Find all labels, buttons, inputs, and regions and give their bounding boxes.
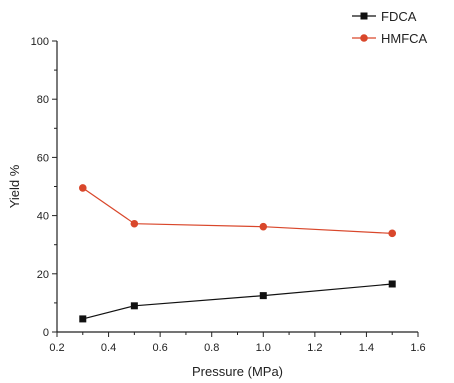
x-tick-label: 1.0 bbox=[256, 342, 271, 354]
x-tick-label: 0.8 bbox=[204, 342, 219, 354]
x-tick-label: 1.2 bbox=[307, 342, 322, 354]
legend: FDCA HMFCA bbox=[352, 9, 428, 46]
y-axis-ticks: 0 20 40 60 80 100 bbox=[31, 36, 57, 339]
x-tick-label: 1.4 bbox=[359, 342, 374, 354]
series-hmfca bbox=[78, 184, 397, 238]
data-point-fdca bbox=[79, 315, 87, 323]
data-point-fdca bbox=[130, 302, 138, 310]
x-axis-title: Pressure (MPa) bbox=[192, 364, 283, 379]
y-axis-title: Yield % bbox=[7, 164, 22, 208]
y-tick-label: 100 bbox=[31, 36, 49, 48]
legend-marker-hmfca bbox=[360, 34, 368, 42]
y-tick-label: 80 bbox=[37, 94, 49, 106]
series-layer bbox=[78, 184, 397, 323]
axes bbox=[56, 41, 418, 333]
y-tick-label: 60 bbox=[37, 152, 49, 164]
series-line-hmfca bbox=[82, 187, 393, 234]
legend-marker-fdca bbox=[360, 12, 368, 20]
x-axis-ticks: 0.2 0.4 0.6 0.8 1.0 1.2 1.4 1.6 bbox=[49, 332, 426, 354]
data-point-hmfca bbox=[388, 229, 397, 238]
data-point-fdca bbox=[259, 292, 267, 300]
y-tick-label: 20 bbox=[37, 269, 49, 281]
y-tick-label: 40 bbox=[37, 211, 49, 223]
series-fdca bbox=[79, 280, 396, 323]
data-point-hmfca bbox=[259, 222, 268, 231]
y-tick-label: 0 bbox=[43, 327, 49, 339]
x-tick-label: 0.4 bbox=[101, 342, 116, 354]
series-line-fdca bbox=[82, 283, 393, 320]
data-point-hmfca bbox=[130, 219, 139, 228]
data-point-hmfca bbox=[78, 184, 87, 192]
x-tick-label: 0.6 bbox=[152, 342, 167, 354]
x-tick-label: 0.2 bbox=[49, 342, 64, 354]
data-point-fdca bbox=[388, 280, 396, 288]
x-tick-label: 1.6 bbox=[410, 342, 425, 354]
legend-label-hmfca: HMFCA bbox=[381, 31, 428, 46]
legend-label-fdca: FDCA bbox=[381, 9, 417, 24]
